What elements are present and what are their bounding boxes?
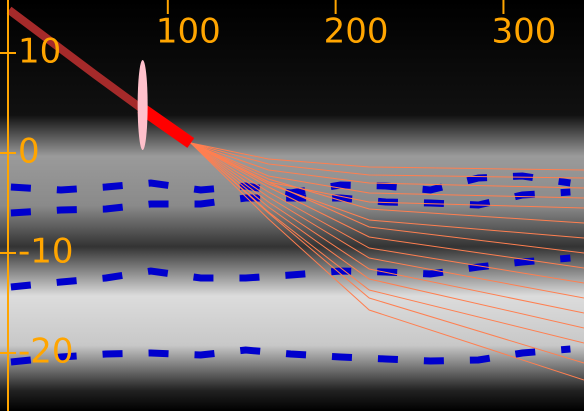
y-tick-label: 10 [18,32,61,72]
fan-line [190,142,584,199]
fan-line [190,142,584,171]
y-tick-label: -10 [18,232,74,272]
trajectory [6,6,144,112]
fan-line [190,142,584,299]
dashed-line [10,345,571,366]
dashed-line [10,254,571,291]
uncertainty-ellipse [137,60,148,150]
fan-line [190,142,584,364]
fan-line [190,142,584,179]
x-tick-label: 100 [156,12,221,52]
fan-line [190,142,584,284]
y-tick-label: 0 [18,132,40,172]
fan-line [190,142,584,254]
x-tick-label: 200 [324,12,389,52]
y-tick-label: -20 [18,332,74,372]
fan-line [190,142,584,189]
fan-line [190,142,584,239]
fan-line [190,142,584,314]
fan-line [190,142,584,381]
fan-line [190,142,584,269]
dashed-line [10,172,571,197]
trajectory [137,103,195,148]
fan-line [190,142,584,329]
x-tick-label: 300 [491,12,556,52]
fan-line [190,142,584,224]
